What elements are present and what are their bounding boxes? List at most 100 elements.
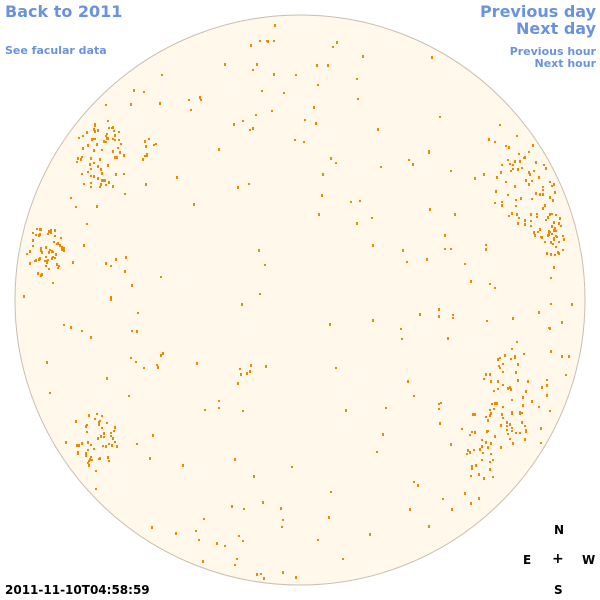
facula-point	[97, 437, 99, 440]
facula-point	[568, 355, 570, 358]
next-hour-link[interactable]: Next hour	[534, 57, 597, 70]
facula-point	[558, 222, 560, 225]
facula-point	[558, 241, 560, 243]
previous-day-link[interactable]: Previous day	[479, 2, 596, 21]
facula-point	[409, 508, 411, 511]
facula-point	[29, 262, 31, 265]
facula-point	[240, 373, 242, 376]
facula-point	[428, 525, 430, 528]
see-facular-data-link[interactable]: See facular data	[5, 44, 107, 57]
facula-point	[87, 171, 89, 173]
facula-point	[550, 303, 552, 305]
compass-west-label: W	[582, 553, 596, 567]
facula-point	[451, 508, 453, 511]
facula-point	[450, 248, 452, 250]
facula-point	[124, 193, 126, 195]
next-day-link[interactable]: Next day	[516, 19, 596, 38]
facula-point	[419, 313, 421, 316]
facula-point	[242, 120, 244, 122]
facula-point	[50, 229, 52, 232]
facula-point	[100, 168, 102, 171]
facula-point	[525, 179, 527, 182]
facula-point	[107, 456, 109, 459]
facula-point	[295, 74, 297, 76]
facula-point	[533, 231, 535, 234]
facula-point	[54, 229, 56, 232]
facula-point	[494, 402, 496, 405]
facula-point	[153, 144, 155, 146]
facula-point	[317, 539, 319, 541]
facula-point	[294, 139, 296, 141]
back-to-year-link[interactable]: Back to 2011	[5, 2, 123, 21]
facula-point	[515, 199, 517, 201]
facula-point	[161, 74, 163, 76]
facula-point	[63, 324, 65, 326]
facula-point	[548, 233, 550, 236]
facula-point	[101, 172, 103, 175]
facula-point	[471, 431, 473, 433]
facula-point	[518, 217, 520, 219]
facula-point	[261, 90, 263, 92]
facula-point	[70, 326, 72, 329]
observation-timestamp: 2011-11-10T04:58:59	[5, 583, 150, 597]
facula-point	[105, 104, 107, 106]
facula-point	[303, 141, 305, 143]
facula-point	[103, 436, 105, 438]
facula-point	[108, 460, 110, 462]
facula-point	[507, 194, 509, 196]
facula-point	[236, 558, 238, 560]
facula-point	[440, 402, 442, 404]
facula-point	[48, 268, 50, 270]
facula-markers	[23, 24, 573, 580]
facula-point	[515, 432, 517, 434]
facula-point	[470, 280, 472, 283]
facula-point	[472, 413, 474, 416]
facula-point	[524, 156, 526, 159]
facula-point	[32, 245, 34, 247]
facula-point	[101, 149, 103, 151]
facula-point	[188, 99, 190, 101]
facula-point	[282, 519, 284, 521]
facula-point	[130, 357, 132, 359]
facula-point	[57, 267, 59, 269]
facula-point	[372, 244, 374, 247]
facula-point	[86, 431, 88, 433]
facula-point	[519, 160, 521, 163]
facula-point	[487, 446, 489, 449]
facula-point	[249, 129, 251, 131]
facula-point	[113, 130, 115, 132]
facula-point	[110, 265, 112, 267]
facula-point	[95, 470, 97, 472]
facula-point	[525, 429, 527, 432]
facula-point	[118, 131, 120, 133]
facula-point	[500, 171, 502, 174]
facula-point	[322, 173, 324, 176]
facula-point	[552, 243, 554, 245]
previous-hour-link[interactable]: Previous hour	[509, 45, 596, 58]
facula-point	[402, 249, 404, 252]
facula-point	[535, 192, 537, 195]
facula-point	[547, 216, 549, 219]
facula-point	[540, 442, 542, 444]
facula-point	[469, 434, 471, 436]
facula-point	[96, 413, 98, 415]
facula-point	[546, 252, 548, 255]
facula-point	[530, 213, 532, 216]
facula-point	[495, 190, 497, 193]
facula-point	[517, 222, 519, 225]
facula-point	[260, 573, 262, 575]
facula-point	[81, 330, 83, 332]
facula-point	[108, 127, 110, 129]
facula-point	[110, 435, 112, 437]
facula-point	[32, 239, 34, 242]
facula-point	[133, 89, 135, 92]
facula-point	[38, 234, 40, 237]
facula-point	[256, 63, 258, 66]
facula-point	[485, 373, 487, 376]
facula-point	[102, 445, 104, 447]
facula-point	[511, 399, 513, 401]
facula-point	[105, 262, 107, 265]
facula-point	[40, 247, 42, 250]
facula-point	[63, 247, 65, 250]
facula-point	[120, 143, 122, 145]
